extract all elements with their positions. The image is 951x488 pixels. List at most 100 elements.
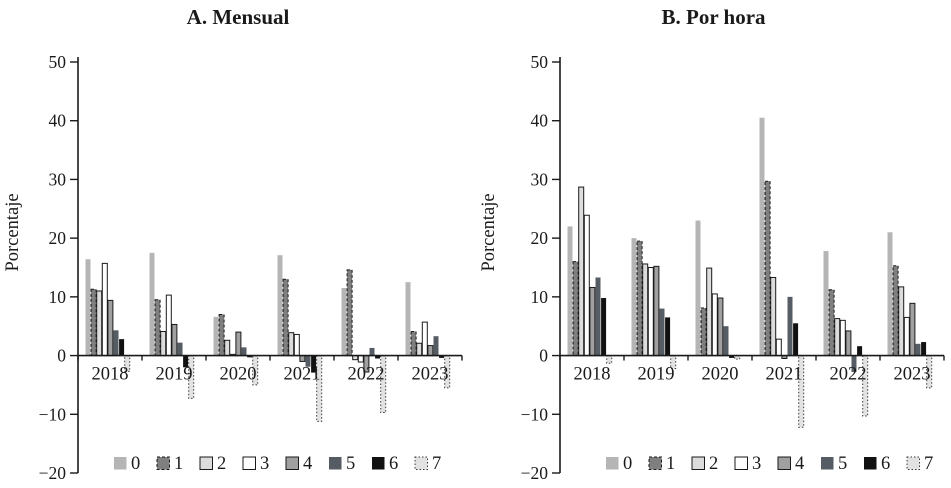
bar-series1-2021	[764, 180, 771, 357]
y-tick-label: −20	[39, 463, 67, 483]
bar-series3-2022	[357, 355, 364, 363]
legend-label: 3	[752, 454, 761, 474]
bar-series3-2021	[293, 333, 300, 357]
legend-item-4: 4	[285, 454, 312, 474]
bar-series7-2018	[606, 355, 613, 364]
y-tick-label: 10	[49, 287, 67, 307]
bar-series3-2019	[165, 294, 172, 357]
legend-swatch-3	[734, 456, 748, 470]
y-tick-label: −20	[521, 463, 549, 483]
bar-series4-2020	[717, 297, 724, 357]
legend-label: 3	[260, 454, 269, 474]
bar-series2-2019	[642, 263, 649, 357]
legend-item-6: 6	[372, 454, 398, 474]
bar-series1-2018	[572, 261, 579, 357]
legend-swatch-1	[648, 456, 662, 470]
bar-series0-2018	[567, 226, 573, 356]
y-tick-label: −10	[39, 404, 67, 424]
bar-series4-2018	[107, 299, 114, 357]
legend-swatch-2	[199, 456, 213, 470]
y-tick-label: −10	[521, 404, 549, 424]
legend-swatch-7	[906, 456, 920, 470]
bar-series3-2023	[903, 316, 910, 357]
bar-series3-2020	[711, 293, 718, 357]
legend-item-1: 1	[156, 454, 183, 474]
bar-series5-2020	[723, 326, 729, 356]
bar-series4-2019	[653, 265, 660, 357]
legend-swatch-2	[691, 456, 705, 470]
bar-series4-2023	[427, 345, 434, 357]
x-category-label: 2019	[156, 365, 193, 385]
legend-label: 2	[709, 454, 718, 474]
bar-series7-2023	[926, 355, 933, 389]
legend-swatch-1	[156, 456, 170, 470]
y-tick-label: 20	[531, 228, 549, 248]
y-tick-label: 30	[49, 169, 67, 189]
x-category-label: 2023	[894, 365, 931, 385]
bar-series5-2019	[177, 342, 183, 356]
bar-series5-2023	[433, 336, 439, 356]
y-tick-label: 50	[49, 52, 67, 72]
bar-series6-2021	[793, 323, 799, 356]
bar-series2-2018	[96, 290, 103, 357]
bar-series0-2020	[695, 220, 701, 356]
legend-label: 2	[217, 454, 226, 474]
bar-series4-2020	[235, 331, 242, 357]
bar-series0-2019	[149, 252, 155, 356]
y-tick-label: 40	[49, 111, 67, 131]
bar-series6-2021	[311, 355, 317, 373]
bar-series6-2019	[183, 355, 189, 368]
bar-series0-2023	[405, 282, 411, 356]
bar-series6-2018	[601, 298, 607, 356]
x-category-label: 2021	[766, 365, 803, 385]
y-tick-label: 30	[531, 169, 549, 189]
legend-swatch-6	[864, 457, 877, 470]
legend-item-0: 0	[114, 454, 140, 474]
bar-series6-2023	[439, 355, 445, 358]
panel-title: B. Por hora	[661, 5, 766, 29]
bar-series6-2020	[729, 355, 735, 358]
x-category-label: 2018	[574, 365, 611, 385]
bar-series2-2022	[834, 318, 841, 357]
x-category-label: 2022	[830, 365, 867, 385]
bar-series4-2021	[299, 355, 306, 362]
bar-series6-2020	[247, 355, 253, 358]
x-category-label: 2019	[638, 365, 675, 385]
bar-series2-2018	[578, 186, 585, 357]
bar-series6-2023	[921, 342, 927, 356]
bar-series1-2020	[218, 313, 225, 357]
bar-series5-2020	[241, 347, 247, 356]
legend-label: 4	[795, 454, 804, 474]
legend-swatch-5	[329, 457, 342, 470]
legend-label: 0	[131, 454, 140, 474]
legend-item-5: 5	[821, 454, 847, 474]
bar-series0-2023	[887, 232, 893, 356]
bar-series2-2021	[288, 332, 295, 357]
bar-series5-2022	[369, 347, 375, 356]
bar-series2-2019	[160, 330, 167, 357]
y-axis-label: Porcentaje	[3, 193, 23, 271]
bar-series7-2022	[380, 355, 387, 414]
bar-series1-2021	[282, 278, 289, 357]
bar-series0-2019	[631, 238, 637, 356]
legend-item-4: 4	[777, 454, 804, 474]
legend-label: 5	[346, 454, 355, 474]
legend-label: 7	[924, 454, 933, 474]
bar-series0-2018	[85, 259, 91, 356]
legend-item-5: 5	[329, 454, 355, 474]
bar-series2-2021	[770, 276, 777, 357]
y-axis-label: Porcentaje	[479, 193, 499, 271]
legend-label: 5	[838, 454, 847, 474]
bar-series7-2018	[124, 355, 131, 372]
bar-series4-2019	[171, 323, 178, 357]
bar-series1-2019	[154, 299, 161, 357]
bar-series5-2021	[305, 355, 311, 367]
y-tick-label: 10	[531, 287, 549, 307]
bar-series1-2022	[346, 269, 353, 357]
bar-series7-2021	[798, 355, 805, 428]
bar-series5-2019	[659, 308, 665, 356]
bar-series7-2020	[734, 355, 741, 360]
